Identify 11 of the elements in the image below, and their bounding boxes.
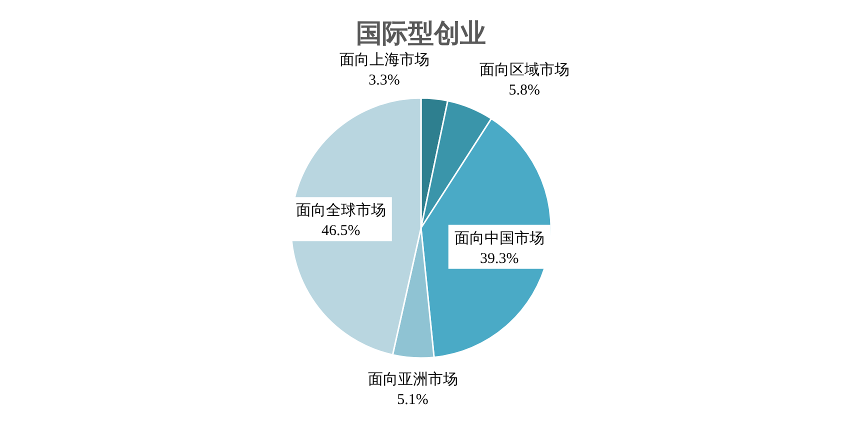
slice-label: 面向上海市场 [339,52,430,69]
chart-title: 国际型创业 [356,19,486,48]
data-label: 3.3% [368,72,400,89]
slice-label: 面向中国市场 [454,230,544,247]
data-label: 46.5% [322,223,360,240]
slice-label: 面向亚洲市场 [368,370,458,388]
data-label: 5.1% [397,392,428,408]
data-label: 39.3% [480,250,519,267]
data-label: 5.8% [508,82,540,98]
slice-label: 面向区域市场 [479,61,570,78]
slice-label: 面向全球市场 [296,202,386,220]
